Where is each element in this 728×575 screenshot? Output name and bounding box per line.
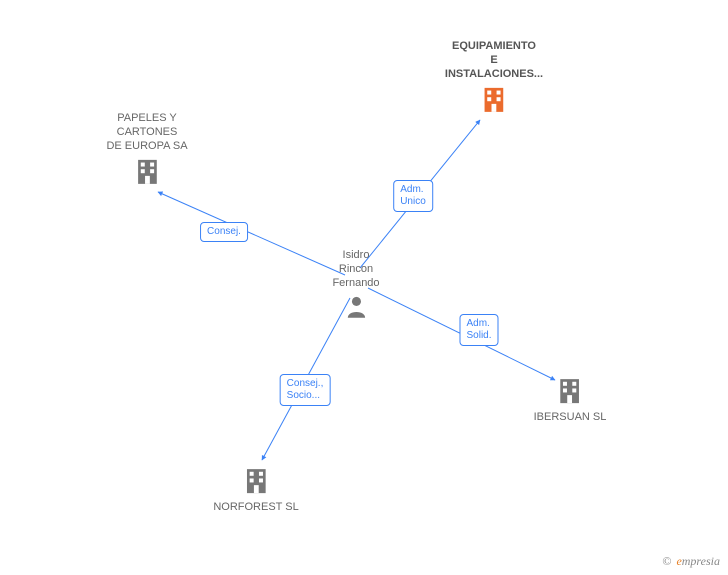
company-node[interactable]: PAPELES Y CARTONES DE EUROPA SA <box>106 112 187 188</box>
building-icon <box>240 465 272 497</box>
company-label: IBERSUAN SL <box>534 411 607 425</box>
building-icon <box>131 156 163 188</box>
company-node[interactable]: NORFOREST SL <box>213 465 298 515</box>
edge-line <box>158 192 345 275</box>
company-label: PAPELES Y CARTONES DE EUROPA SA <box>106 112 187 153</box>
brand-rest: mpresia <box>682 554 720 568</box>
company-node[interactable]: EQUIPAMIENTO E INSTALACIONES... <box>445 40 543 116</box>
copyright-symbol: © <box>662 554 671 568</box>
building-icon-wrap <box>213 465 298 497</box>
edge-label[interactable]: Consej. <box>200 222 248 242</box>
center-person-label: Isidro Rincon Fernando <box>332 249 379 290</box>
building-icon-wrap <box>445 84 543 116</box>
person-icon-wrap <box>332 293 379 321</box>
building-icon-wrap <box>534 375 607 407</box>
building-icon <box>478 84 510 116</box>
building-icon-wrap <box>106 156 187 188</box>
building-icon <box>554 375 586 407</box>
edge-label[interactable]: Consej., Socio... <box>280 374 331 406</box>
diagram-canvas: Isidro Rincon Fernando EQUIPAMIENTO E IN… <box>0 0 728 575</box>
center-person-node[interactable]: Isidro Rincon Fernando <box>332 249 379 321</box>
person-icon <box>343 293 369 321</box>
watermark: © empresia <box>662 554 720 569</box>
company-label: EQUIPAMIENTO E INSTALACIONES... <box>445 40 543 81</box>
company-label: NORFOREST SL <box>213 501 298 515</box>
edge-label[interactable]: Adm. Unico <box>393 180 433 212</box>
edge-label[interactable]: Adm. Solid. <box>459 314 498 346</box>
company-node[interactable]: IBERSUAN SL <box>534 375 607 425</box>
